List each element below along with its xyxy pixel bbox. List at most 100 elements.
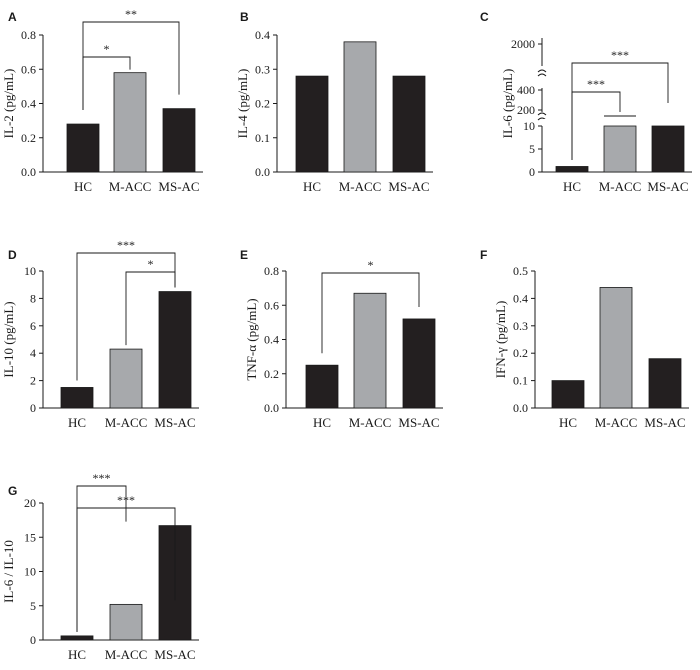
significance-bracket <box>82 21 180 111</box>
y-tick-label: 0.5 <box>513 264 528 278</box>
significance-stars: *** <box>93 471 111 485</box>
x-tick-label: HC <box>563 179 581 194</box>
y-tick-label: 2 <box>30 374 36 388</box>
x-tick-label: MS-AC <box>644 415 685 430</box>
bar-ms-ac <box>158 291 192 409</box>
bar-m-acc <box>109 348 143 409</box>
axis-break-mark <box>537 73 547 77</box>
significance-bracket <box>76 252 176 381</box>
y-tick-label: 0.4 <box>21 97 36 111</box>
panel-g: G 0 5 10 15 20 *** *** HC M-ACC MS-AC IL-6 / IL-10 <box>1 471 199 662</box>
panel-letter: A <box>8 10 17 24</box>
significance-stars: * <box>368 258 374 272</box>
bar-m-acc <box>113 72 147 173</box>
panel-letter: G <box>8 484 17 498</box>
significance-stars: *** <box>117 238 135 252</box>
y-tick-label: 20 <box>24 496 36 510</box>
bar-hc <box>66 123 100 173</box>
x-tick-label: HC <box>303 179 321 194</box>
x-tick-label: HC <box>313 415 331 430</box>
x-tick-label: MS-AC <box>388 179 429 194</box>
y-tick-label: 10 <box>24 565 36 579</box>
bar-hc <box>555 166 589 173</box>
panel-letter: D <box>8 248 17 262</box>
significance-stars: ** <box>125 7 137 21</box>
y-axis-label: IL-10 (pg/mL) <box>1 301 16 377</box>
bar-m-acc <box>599 287 633 409</box>
panel-e: E 0.0 0.2 0.4 0.6 0.8 * HC M-ACC MS-AC TNF-α (pg/m… <box>240 248 443 430</box>
bar-m-acc <box>603 125 637 173</box>
y-tick-label: 0.1 <box>255 131 270 145</box>
y-tick-label: 0.1 <box>513 374 528 388</box>
y-tick-label: 4 <box>30 346 36 360</box>
x-tick-label: M-ACC <box>349 415 392 430</box>
y-axis-label: TNF-α (pg/mL) <box>244 298 259 380</box>
bar-hc <box>60 387 94 409</box>
y-axis-label: IL-6 / IL-10 <box>1 540 16 603</box>
y-tick-label: 0.2 <box>264 367 279 381</box>
y-tick-label: 0.4 <box>513 291 528 305</box>
y-tick-label: 10 <box>24 264 36 278</box>
y-tick-label: 200 <box>517 103 535 117</box>
bar-hc <box>551 380 585 409</box>
x-tick-label: M-ACC <box>105 415 148 430</box>
y-tick-label: 0.6 <box>21 62 36 76</box>
y-tick-label: 0.0 <box>21 165 36 179</box>
y-axis-label: IFN-γ (pg/mL) <box>493 301 508 379</box>
x-tick-label: HC <box>74 179 92 194</box>
x-tick-label: M-ACC <box>595 415 638 430</box>
panel-letter: B <box>240 10 249 24</box>
bar-m-acc <box>343 41 377 173</box>
bar-ms-ac <box>392 75 426 173</box>
panel-letter: E <box>240 248 248 262</box>
x-tick-label: MS-AC <box>158 179 199 194</box>
panel-f: F 0.0 0.1 0.2 0.3 0.4 0.5 HC M-ACC MS-AC IFN-γ (pg… <box>480 248 689 430</box>
panel-b: B 0.0 0.1 0.2 0.3 0.4 HC M-ACC MS-AC IL-4 (pg/mL) <box>235 10 433 194</box>
significance-stars: *** <box>611 48 629 62</box>
y-tick-label: 5 <box>30 599 36 613</box>
y-tick-label: 5 <box>529 142 535 156</box>
x-tick-label: HC <box>559 415 577 430</box>
bar-hc <box>305 364 339 409</box>
bar-m-acc <box>353 292 387 409</box>
x-tick-label: M-ACC <box>105 647 148 662</box>
panel-letter: F <box>480 248 487 262</box>
y-tick-label: 0.8 <box>264 264 279 278</box>
panel-c: C 0 5 10 200 400 2000 *** *** HC M-ACC MS-AC IL-6 (p… <box>480 10 693 194</box>
y-tick-label: 0.3 <box>513 319 528 333</box>
x-tick-label: MS-AC <box>154 647 195 662</box>
x-tick-label: M-ACC <box>109 179 152 194</box>
y-tick-label: 0.8 <box>21 28 36 42</box>
significance-bracket <box>76 507 176 632</box>
y-tick-label: 0.2 <box>513 346 528 360</box>
bar-hc <box>60 635 94 641</box>
y-tick-label: 2000 <box>511 37 535 51</box>
x-tick-label: MS-AC <box>398 415 439 430</box>
significance-stars: *** <box>117 493 135 507</box>
x-tick-label: M-ACC <box>599 179 642 194</box>
bar-ms-ac <box>651 125 685 173</box>
x-tick-label: HC <box>68 647 86 662</box>
x-tick-label: HC <box>68 415 86 430</box>
y-tick-label: 8 <box>30 291 36 305</box>
bar-m-acc <box>109 603 143 641</box>
bar-ms-ac <box>162 108 196 173</box>
significance-bracket <box>571 62 669 160</box>
axis-break-mark <box>537 69 547 73</box>
x-tick-label: M-ACC <box>339 179 382 194</box>
y-axis-label: IL-6 (pg/mL) <box>500 69 515 139</box>
y-tick-label: 6 <box>30 319 36 333</box>
y-tick-label: 10 <box>523 119 535 133</box>
significance-bracket <box>321 272 420 354</box>
y-tick-label: 0 <box>30 401 36 415</box>
y-tick-label: 0.0 <box>264 401 279 415</box>
axis-break-mark <box>537 112 547 116</box>
axis-gap-band <box>543 119 693 125</box>
y-tick-label: 0.4 <box>255 28 270 42</box>
y-tick-label: 0.4 <box>264 333 279 347</box>
y-tick-label: 0.3 <box>255 62 270 76</box>
